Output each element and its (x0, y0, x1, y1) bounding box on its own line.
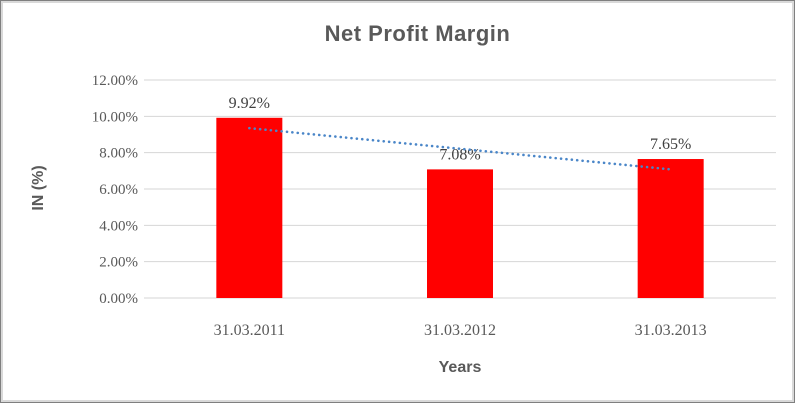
y-tick-label: 8.00% (99, 146, 138, 162)
bar (216, 117, 283, 298)
bar (637, 159, 704, 298)
y-tick-label: 6.00% (99, 182, 138, 198)
x-category-label: 31.03.2012 (424, 322, 496, 339)
x-category-label: 31.03.2013 (635, 322, 707, 339)
x-category-label: 31.03.2011 (214, 322, 285, 339)
chart-title: Net Profit Margin (324, 21, 511, 46)
y-tick-label: 0.00% (99, 291, 138, 307)
trendline (248, 126, 672, 171)
bar-data-label: 9.92% (229, 95, 270, 112)
x-axis-title: Years (438, 359, 482, 376)
y-tick-label: 2.00% (99, 255, 138, 271)
bar (427, 169, 493, 298)
y-tick-label: 4.00% (99, 218, 138, 234)
plot-area: 0.00% 2.00% 4.00% 6.00% 8.00% 10.00% 12.00% 31.… (92, 73, 776, 339)
bar-data-label: 7.65% (650, 136, 691, 153)
y-tick-label: 12.00% (92, 73, 138, 89)
y-tick-label: 10.00% (92, 109, 138, 125)
